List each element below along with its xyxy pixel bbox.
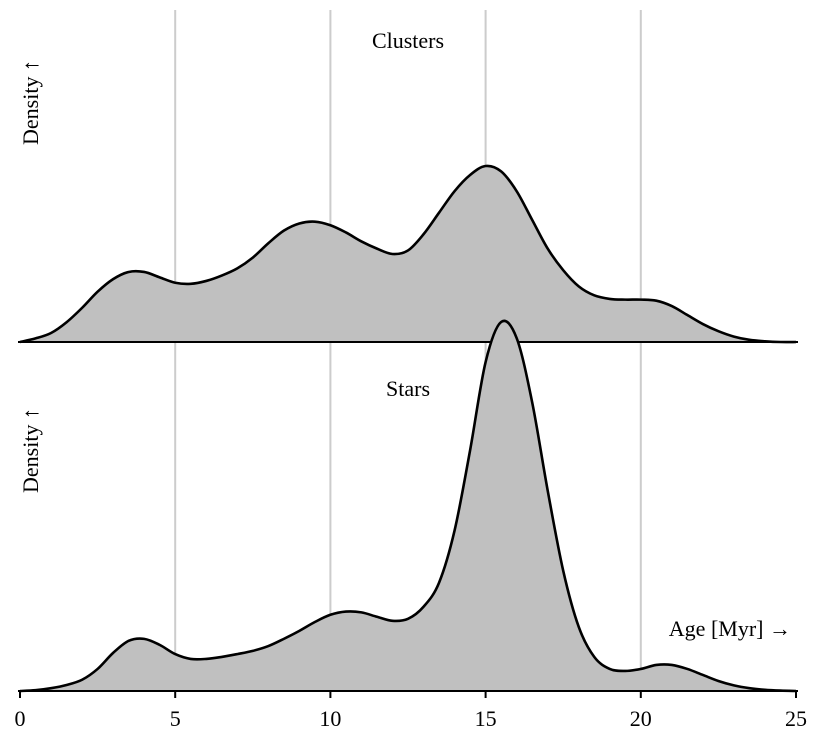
clusters-density-area — [20, 165, 796, 343]
stars-density-curve — [19, 319, 797, 693]
x-tick-label-5: 5 — [170, 706, 181, 731]
x-tick-label-0: 0 — [15, 706, 26, 731]
x-tick-label-20: 20 — [630, 706, 652, 731]
clusters-title: Clusters — [372, 28, 444, 53]
x-tick-label-10: 10 — [319, 706, 341, 731]
stars-title: Stars — [386, 376, 430, 401]
x-axis: 0 5 10 15 20 25 — [15, 690, 807, 731]
grid-lines — [174, 10, 642, 691]
clusters-y-axis-label: Density ↑ — [18, 60, 43, 145]
clusters-density-curve — [19, 164, 797, 344]
stars-y-axis-label: Density ↑ — [18, 408, 43, 493]
x-tick-label-25: 25 — [785, 706, 807, 731]
panel-clusters: Clusters Density ↑ — [18, 28, 798, 344]
x-tick-label-15: 15 — [475, 706, 497, 731]
x-axis-label: Age [Myr] → — [669, 616, 791, 641]
panel-stars: Stars Density ↑ Age [Myr] → — [18, 319, 797, 693]
